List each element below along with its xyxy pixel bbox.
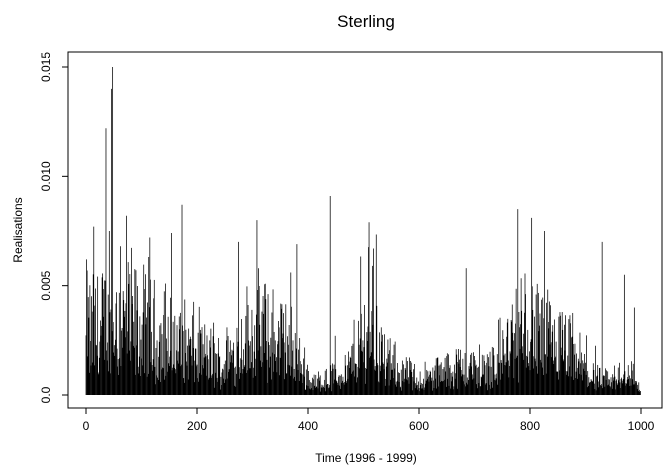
chart-title: Sterling <box>337 12 395 31</box>
bars-group <box>85 67 641 395</box>
y-tick-label: 0.0 <box>39 386 53 403</box>
x-tick-label: 800 <box>520 419 540 433</box>
y-axis-label: Realisations <box>11 197 25 262</box>
x-tick-label: 600 <box>409 419 429 433</box>
x-axis: 0 200 400 600 800 1000 <box>83 407 655 433</box>
y-tick-label: 0.005 <box>39 270 53 300</box>
y-tick-label: 0.015 <box>39 52 53 82</box>
x-tick-label: 200 <box>187 419 207 433</box>
x-tick-label: 0 <box>83 419 90 433</box>
x-axis-label: Time (1996 - 1999) <box>315 451 417 465</box>
x-tick-label: 400 <box>298 419 318 433</box>
x-tick-label: 1000 <box>628 419 655 433</box>
y-tick-label: 0.010 <box>39 161 53 191</box>
y-axis: 0.0 0.005 0.010 0.015 <box>39 52 69 403</box>
